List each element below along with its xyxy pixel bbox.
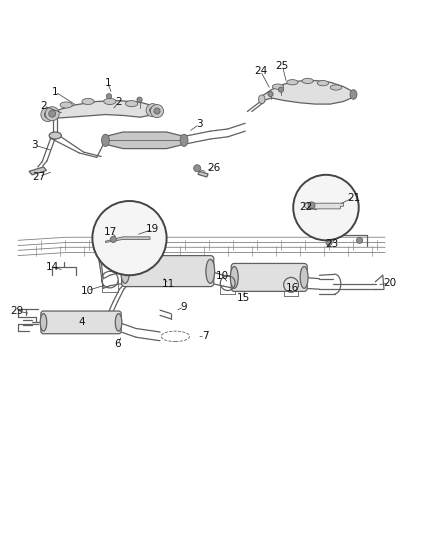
- Ellipse shape: [126, 101, 138, 107]
- Text: 21: 21: [347, 192, 360, 203]
- Text: 1: 1: [52, 87, 59, 97]
- Circle shape: [357, 237, 363, 244]
- Circle shape: [146, 103, 159, 117]
- Text: 6: 6: [114, 339, 121, 349]
- Polygon shape: [198, 171, 208, 177]
- Ellipse shape: [230, 266, 238, 288]
- Ellipse shape: [330, 85, 342, 90]
- Text: 3: 3: [32, 140, 38, 150]
- Text: 14: 14: [46, 262, 59, 272]
- Ellipse shape: [102, 134, 110, 147]
- Polygon shape: [106, 237, 150, 243]
- Text: 29: 29: [11, 306, 24, 316]
- Text: 19: 19: [146, 224, 159, 235]
- FancyBboxPatch shape: [41, 311, 121, 334]
- Ellipse shape: [40, 313, 47, 331]
- Circle shape: [110, 236, 117, 243]
- Circle shape: [154, 108, 160, 114]
- Ellipse shape: [272, 84, 284, 89]
- Circle shape: [150, 104, 163, 118]
- Circle shape: [44, 111, 51, 118]
- Ellipse shape: [287, 79, 298, 85]
- Text: 22: 22: [300, 202, 313, 212]
- Circle shape: [293, 175, 359, 240]
- Ellipse shape: [350, 90, 357, 99]
- Text: 20: 20: [384, 278, 397, 288]
- Ellipse shape: [82, 99, 94, 104]
- Text: 17: 17: [104, 228, 117, 237]
- Ellipse shape: [258, 95, 265, 103]
- Circle shape: [279, 87, 284, 92]
- Text: 10: 10: [81, 286, 94, 295]
- Ellipse shape: [180, 134, 188, 147]
- Polygon shape: [106, 132, 184, 149]
- Text: 2: 2: [40, 101, 47, 111]
- Text: 27: 27: [32, 172, 46, 182]
- Polygon shape: [29, 167, 46, 175]
- Text: 9: 9: [181, 302, 187, 312]
- Circle shape: [194, 165, 201, 172]
- Ellipse shape: [300, 266, 308, 288]
- Polygon shape: [44, 101, 158, 118]
- Text: 15: 15: [237, 293, 250, 303]
- Text: 25: 25: [276, 61, 289, 71]
- Ellipse shape: [121, 259, 130, 284]
- Circle shape: [308, 202, 315, 209]
- Text: 4: 4: [78, 317, 85, 327]
- Text: 7: 7: [202, 332, 208, 341]
- FancyBboxPatch shape: [122, 256, 214, 287]
- Polygon shape: [261, 80, 353, 104]
- FancyBboxPatch shape: [231, 263, 307, 292]
- Circle shape: [41, 108, 55, 122]
- Polygon shape: [304, 203, 343, 209]
- Ellipse shape: [104, 99, 116, 104]
- Ellipse shape: [317, 80, 328, 86]
- Ellipse shape: [49, 132, 61, 139]
- Circle shape: [326, 239, 332, 246]
- Text: 26: 26: [207, 163, 220, 173]
- Circle shape: [150, 107, 155, 113]
- Ellipse shape: [302, 78, 313, 84]
- Text: 10: 10: [216, 271, 229, 281]
- Text: 2: 2: [115, 98, 122, 107]
- Text: 24: 24: [254, 66, 267, 76]
- Circle shape: [92, 201, 166, 275]
- Text: 23: 23: [325, 239, 338, 249]
- Text: 11: 11: [162, 279, 175, 289]
- Text: 3: 3: [196, 119, 203, 129]
- Circle shape: [268, 92, 273, 96]
- Circle shape: [49, 110, 56, 117]
- Ellipse shape: [115, 313, 122, 331]
- Circle shape: [45, 107, 59, 120]
- Circle shape: [106, 94, 112, 99]
- Ellipse shape: [60, 102, 72, 108]
- Text: 16: 16: [286, 284, 299, 293]
- Circle shape: [137, 97, 142, 102]
- Ellipse shape: [206, 259, 215, 284]
- Text: 1: 1: [104, 78, 111, 88]
